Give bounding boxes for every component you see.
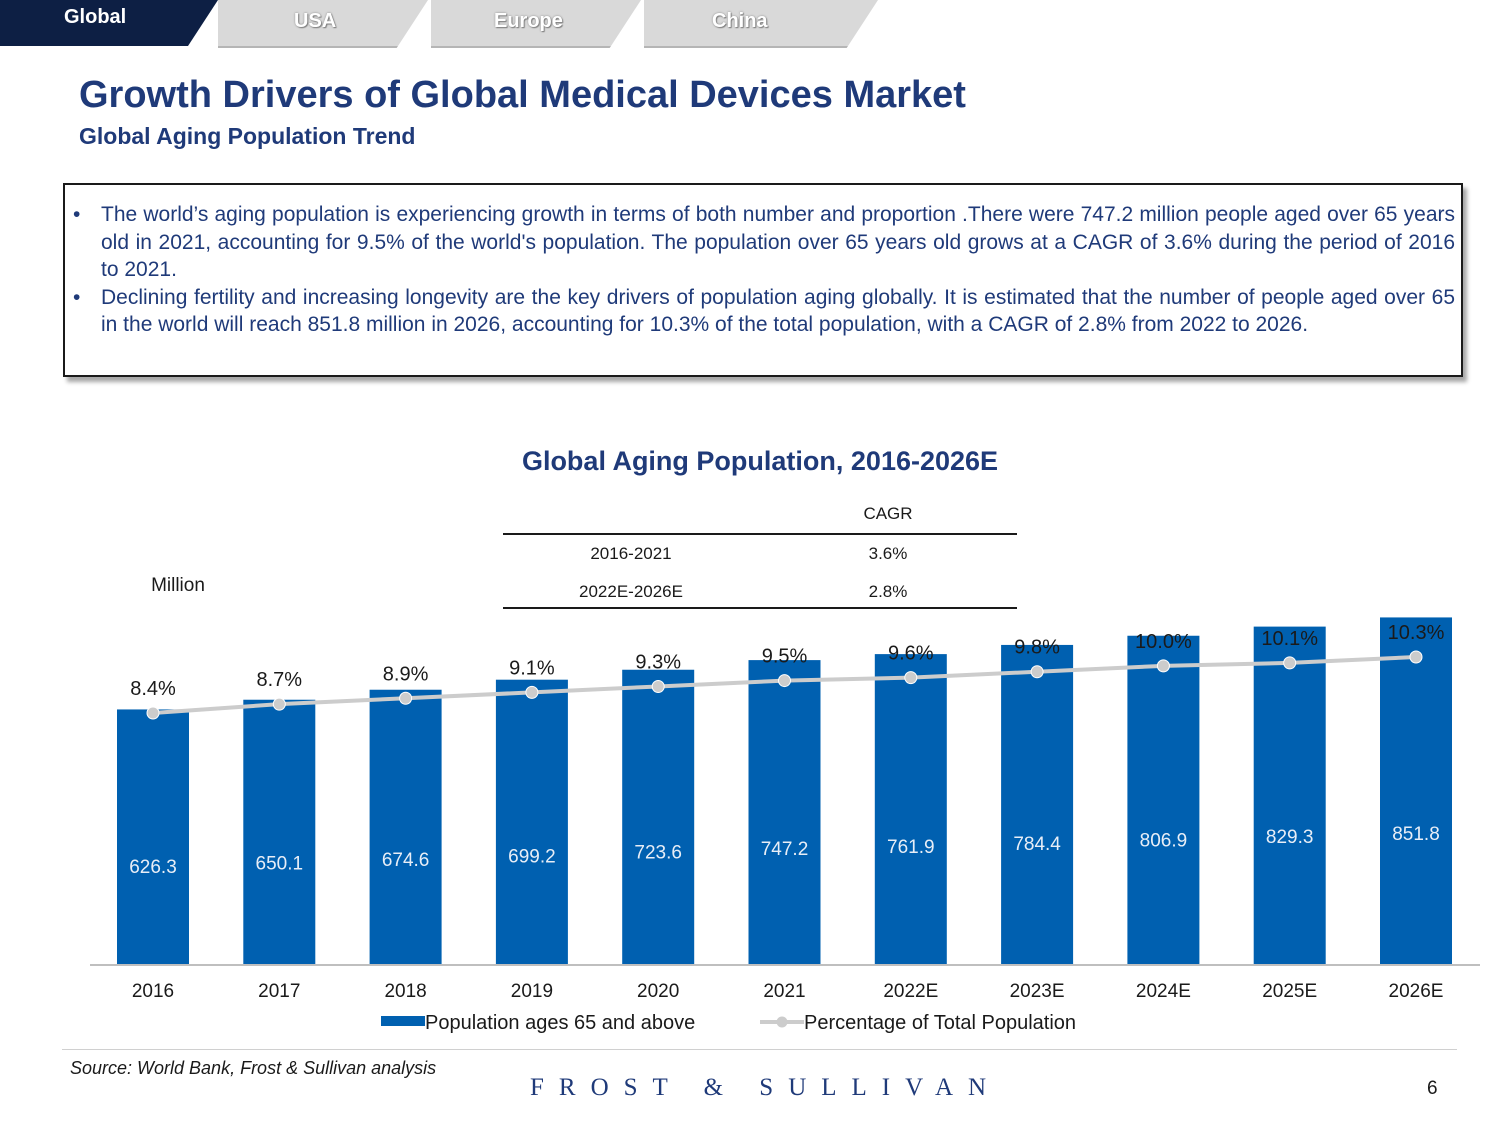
cagr-row-2-period: 2022E-2026E bbox=[579, 582, 683, 601]
bar-value-label-2025E: 829.3 bbox=[1266, 827, 1314, 848]
legend: Population ages 65 and above Percentage … bbox=[381, 1012, 1076, 1034]
percentage-label-2021: 9.5% bbox=[762, 646, 808, 668]
page-number: 6 bbox=[1427, 1078, 1438, 1099]
bar-2024E bbox=[1127, 635, 1200, 965]
tab-usa-label: USA bbox=[278, 4, 353, 39]
bar-2020 bbox=[622, 669, 695, 965]
bar-value-label-2023E: 784.4 bbox=[1013, 834, 1061, 855]
percentage-point-2026E bbox=[1409, 650, 1423, 664]
percentage-point-2025E bbox=[1283, 656, 1297, 670]
brand-logo: FROST & SULLIVAN bbox=[530, 1074, 1002, 1101]
bar-2021 bbox=[748, 660, 821, 965]
summary-list: The world’s aging population is experien… bbox=[71, 201, 1455, 339]
chart-container: Global Aging Population, 2016-2026E Mill… bbox=[0, 430, 1500, 1050]
x-tick-2023E: 2023E bbox=[1010, 981, 1065, 1002]
x-tick-2025E: 2025E bbox=[1262, 981, 1317, 1002]
y-axis-label: Million bbox=[151, 575, 205, 596]
percentage-line-series: 8.4% 8.7% 8.9% 9.1% 9.3% 9.5% 9.6% 9.8% 10.0% 10.… bbox=[130, 622, 1445, 720]
tab-china[interactable]: China bbox=[616, 0, 886, 48]
tab-global[interactable]: Global bbox=[0, 0, 220, 46]
bar-value-labels: 626.3 650.1 674.6 699.2 723.6 747.2 761.9 784.4… bbox=[129, 824, 1440, 878]
cagr-header: CAGR bbox=[863, 504, 912, 523]
percentage-label-2025E: 10.1% bbox=[1261, 628, 1318, 650]
bar-value-label-2018: 674.6 bbox=[382, 850, 430, 871]
percentage-label-2020: 9.3% bbox=[635, 651, 681, 673]
percentage-label-2024E: 10.0% bbox=[1135, 631, 1192, 653]
x-tick-2019: 2019 bbox=[511, 981, 553, 1002]
bar-2016 bbox=[117, 709, 189, 965]
bar-value-label-2026E: 851.8 bbox=[1392, 824, 1440, 845]
percentage-label-2017: 8.7% bbox=[257, 669, 303, 691]
summary-bullet-2: Declining fertility and increasing longe… bbox=[71, 284, 1455, 339]
cagr-table: CAGR 2016-2021 3.6% 2022E-2026E 2.8% bbox=[503, 504, 1017, 609]
legend-line-marker bbox=[776, 1016, 788, 1028]
percentage-point-2017 bbox=[272, 697, 286, 711]
x-tick-2022E: 2022E bbox=[883, 981, 938, 1002]
legend-line-label: Percentage of Total Population bbox=[804, 1012, 1076, 1034]
percentage-point-2022E bbox=[904, 671, 918, 685]
percentage-point-2018 bbox=[399, 691, 413, 705]
tab-global-shape bbox=[0, 0, 218, 46]
cagr-row-1-period: 2016-2021 bbox=[590, 544, 671, 563]
percentage-label-2019: 9.1% bbox=[509, 657, 555, 679]
footer-divider bbox=[62, 1049, 1457, 1050]
bar-value-label-2020: 723.6 bbox=[634, 843, 682, 864]
bar-value-label-2017: 650.1 bbox=[256, 854, 304, 875]
bar-value-label-2022E: 761.9 bbox=[887, 837, 935, 858]
percentage-label-2016: 8.4% bbox=[130, 678, 176, 700]
x-tick-2026E: 2026E bbox=[1389, 981, 1444, 1002]
percentage-point-2020 bbox=[651, 679, 665, 693]
percentage-point-2021 bbox=[778, 674, 791, 688]
source-note: Source: World Bank, Frost & Sullivan ana… bbox=[70, 1058, 437, 1078]
bar-value-label-2024E: 806.9 bbox=[1140, 830, 1188, 851]
bar-value-label-2016: 626.3 bbox=[129, 857, 177, 878]
legend-bar-label: Population ages 65 and above bbox=[425, 1012, 695, 1034]
chart-title: Global Aging Population, 2016-2026E bbox=[522, 446, 998, 476]
x-tick-2017: 2017 bbox=[258, 981, 300, 1002]
legend-bar-swatch bbox=[381, 1016, 425, 1026]
percentage-label-2026E: 10.3% bbox=[1388, 622, 1445, 644]
percentage-point-2019 bbox=[525, 685, 539, 699]
summary-box: The world’s aging population is experien… bbox=[63, 183, 1463, 377]
bar-2026E bbox=[1380, 617, 1452, 965]
x-tick-2024E: 2024E bbox=[1136, 981, 1191, 1002]
region-tabs: Global USA Europe China bbox=[0, 0, 900, 48]
cagr-row-2-value: 2.8% bbox=[869, 582, 908, 601]
tab-china-label: China bbox=[696, 4, 784, 39]
x-tick-2018: 2018 bbox=[384, 981, 426, 1002]
x-tick-2016: 2016 bbox=[132, 981, 174, 1002]
x-tick-2021: 2021 bbox=[763, 981, 805, 1002]
tab-europe-label: Europe bbox=[478, 4, 579, 39]
bar-2025E bbox=[1253, 626, 1326, 965]
percentage-label-2018: 8.9% bbox=[383, 663, 429, 685]
bar-2017 bbox=[243, 699, 316, 965]
percentage-point-2023E bbox=[1030, 665, 1044, 679]
bar-2023E bbox=[1001, 644, 1074, 965]
summary-bullet-1: The world’s aging population is experien… bbox=[71, 201, 1455, 284]
x-tick-labels: 2016 2017 2018 2019 2020 2021 2022E 2023E 2024E 2… bbox=[132, 981, 1444, 1002]
bar-2018 bbox=[369, 689, 442, 965]
aging-population-chart: Global Aging Population, 2016-2026E Mill… bbox=[90, 446, 1480, 1034]
bar-series bbox=[117, 617, 1452, 965]
cagr-row-1-value: 3.6% bbox=[869, 544, 908, 563]
bar-2022E bbox=[874, 654, 947, 965]
percentage-label-2023E: 9.8% bbox=[1014, 637, 1060, 659]
bar-value-label-2021: 747.2 bbox=[761, 839, 809, 860]
tab-global-label: Global bbox=[64, 6, 127, 28]
tab-usa[interactable]: USA bbox=[190, 0, 430, 48]
bar-value-label-2019: 699.2 bbox=[508, 846, 556, 867]
percentage-point-2016 bbox=[146, 706, 160, 720]
x-tick-2020: 2020 bbox=[637, 981, 679, 1002]
bar-2019 bbox=[495, 679, 568, 965]
page-title: Growth Drivers of Global Medical Devices… bbox=[79, 74, 966, 116]
percentage-point-2024E bbox=[1156, 659, 1170, 673]
tab-europe[interactable]: Europe bbox=[403, 0, 643, 48]
page-subtitle: Global Aging Population Trend bbox=[79, 123, 416, 149]
percentage-label-2022E: 9.6% bbox=[888, 643, 934, 665]
